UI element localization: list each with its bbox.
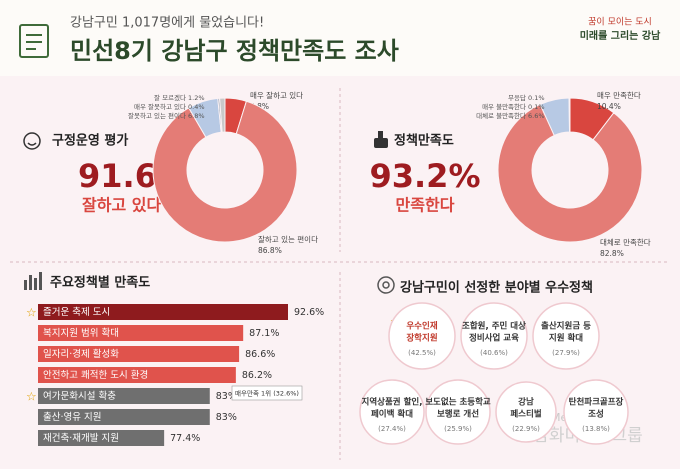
chart-icon (24, 272, 42, 290)
slice-value: 1.2% (188, 94, 205, 102)
policy-label: 지역상품권 할인, (362, 397, 423, 408)
slice-label: 대체로 불만족한다 (476, 111, 526, 120)
bar-value: 77.4% (170, 433, 200, 444)
policy-label: 강남 (518, 397, 534, 408)
policy-share: (40.6%) (480, 349, 508, 357)
bar (38, 325, 244, 341)
policy-bubble (388, 302, 456, 370)
policy-share: (27.9%) (552, 349, 580, 357)
bar-category: 재건축·재개발 지원 (43, 433, 119, 444)
bar-value: 83% (216, 412, 237, 423)
bar-category: 출산·영유 지원 (43, 412, 101, 423)
slice-value: 86.8% (258, 246, 282, 255)
slice-label: 매우 잘하고 있다 (250, 90, 303, 100)
annotation-box (231, 385, 303, 401)
headline: 93.2% (369, 157, 480, 195)
policy-bubble (563, 379, 629, 445)
policy-share: (13.8%) (582, 425, 610, 433)
policy-label: 조성 (588, 409, 604, 420)
header-title: 민선8기 강남구 정책만족도 조사 (70, 37, 399, 65)
bar (38, 346, 240, 362)
policy-bubble (460, 302, 528, 370)
bar-category: 안전하고 쾌적한 도시 환경 (43, 369, 148, 381)
slice-value: 82.8% (600, 249, 624, 258)
bar (38, 304, 288, 320)
slice-value: 0.1% (528, 103, 545, 111)
bar (38, 388, 210, 404)
slice-label: 매우 잘못하고 있다 (134, 102, 186, 111)
slice-label: 잘 모르겠다 (154, 93, 186, 102)
policy-bubble (425, 379, 491, 445)
slice-value: 0.4% (188, 103, 205, 111)
slice-label: 무응답 (508, 94, 526, 102)
bar (38, 409, 210, 425)
policy-bubble (495, 381, 557, 443)
policy-label: 페스티벌 (510, 409, 541, 420)
policy-label: 출산지원금 등 (541, 321, 591, 332)
policy-label: 탄천파크골프장 (569, 397, 624, 408)
bar-value: 83% (216, 391, 237, 402)
bar (38, 367, 236, 383)
smile-icon (23, 132, 41, 150)
policy-label: 정비사업 교육 (469, 333, 519, 344)
slice-label: 매우 불만족한다 (482, 102, 526, 111)
bar (38, 430, 165, 446)
policy-share: (27.4%) (378, 425, 406, 433)
section-title: 구정운영 평가 (52, 133, 128, 149)
medal-icon (377, 276, 395, 294)
policy-label: 지원 확대 (549, 333, 583, 344)
slice-label: 대체로 만족한다 (600, 237, 651, 247)
headline-label: 만족한다 (396, 196, 455, 215)
bar-category: 여가문화시설 확충 (43, 390, 116, 402)
slice-value: 6.8% (188, 112, 205, 120)
policy-label: 우수인재 (406, 321, 437, 332)
star-icon: ☆ (26, 390, 37, 404)
policy-label: 조합원, 주민 대상 (462, 321, 526, 332)
bar-value: 86.2% (242, 370, 272, 381)
policy-label: 보행로 개선 (437, 409, 479, 420)
slice-label: 잘하고 있는 편이다 (258, 234, 318, 244)
policy-label: 보도없는 초등학교 (425, 397, 491, 408)
policy-bubble (532, 302, 600, 370)
logo-line2: 미래를 그리는 강남 (580, 29, 661, 42)
bar-category: 즐거운 축제 도시 (43, 307, 110, 318)
section-title: 강남구민이 선정한 분야별 우수정책 (400, 280, 593, 296)
annotation: 매우만족 1위 (32.6%) (235, 389, 299, 398)
slice-label: 매우 만족한다 (597, 91, 641, 100)
donut-slice (152, 100, 298, 243)
policy-share: (22.9%) (512, 425, 540, 433)
policy-share: (25.9%) (444, 425, 472, 433)
donut-slice (219, 97, 226, 133)
header-band (0, 0, 680, 76)
bar-category: 복지지원 범위 확대 (43, 327, 119, 339)
policy-share: (42.5%) (408, 349, 436, 357)
headline-label: 잘하고 있다 (82, 196, 161, 215)
header-subtitle: 강남구민 1,017명에게 물었습니다! (70, 16, 264, 31)
policy-label: 장학지원 (406, 333, 437, 344)
bar-category: 일자리·경제 활성화 (43, 348, 119, 360)
header-icon (19, 24, 49, 58)
bar-value: 87.1% (249, 328, 279, 339)
slice-value: 10.4% (597, 102, 621, 111)
section-title: 주요정책별 만족도 (50, 275, 150, 291)
bar-value: 92.6% (294, 307, 324, 318)
logo-line1: 꿈이 모이는 도시 (588, 17, 652, 28)
star-icon: ☆ (26, 306, 37, 320)
donut-slice (497, 103, 643, 243)
policy-label: 페이백 확대 (371, 409, 413, 420)
bar-value: 86.6% (245, 349, 275, 360)
slice-value: 6.6% (528, 112, 545, 120)
section-title: 정책만족도 (394, 133, 454, 149)
thumb-icon (374, 131, 388, 148)
policy-bubble (359, 379, 425, 445)
slice-label: 잘못하고 있는 편이다 (128, 111, 186, 120)
slice-value: 0.1% (528, 94, 545, 102)
